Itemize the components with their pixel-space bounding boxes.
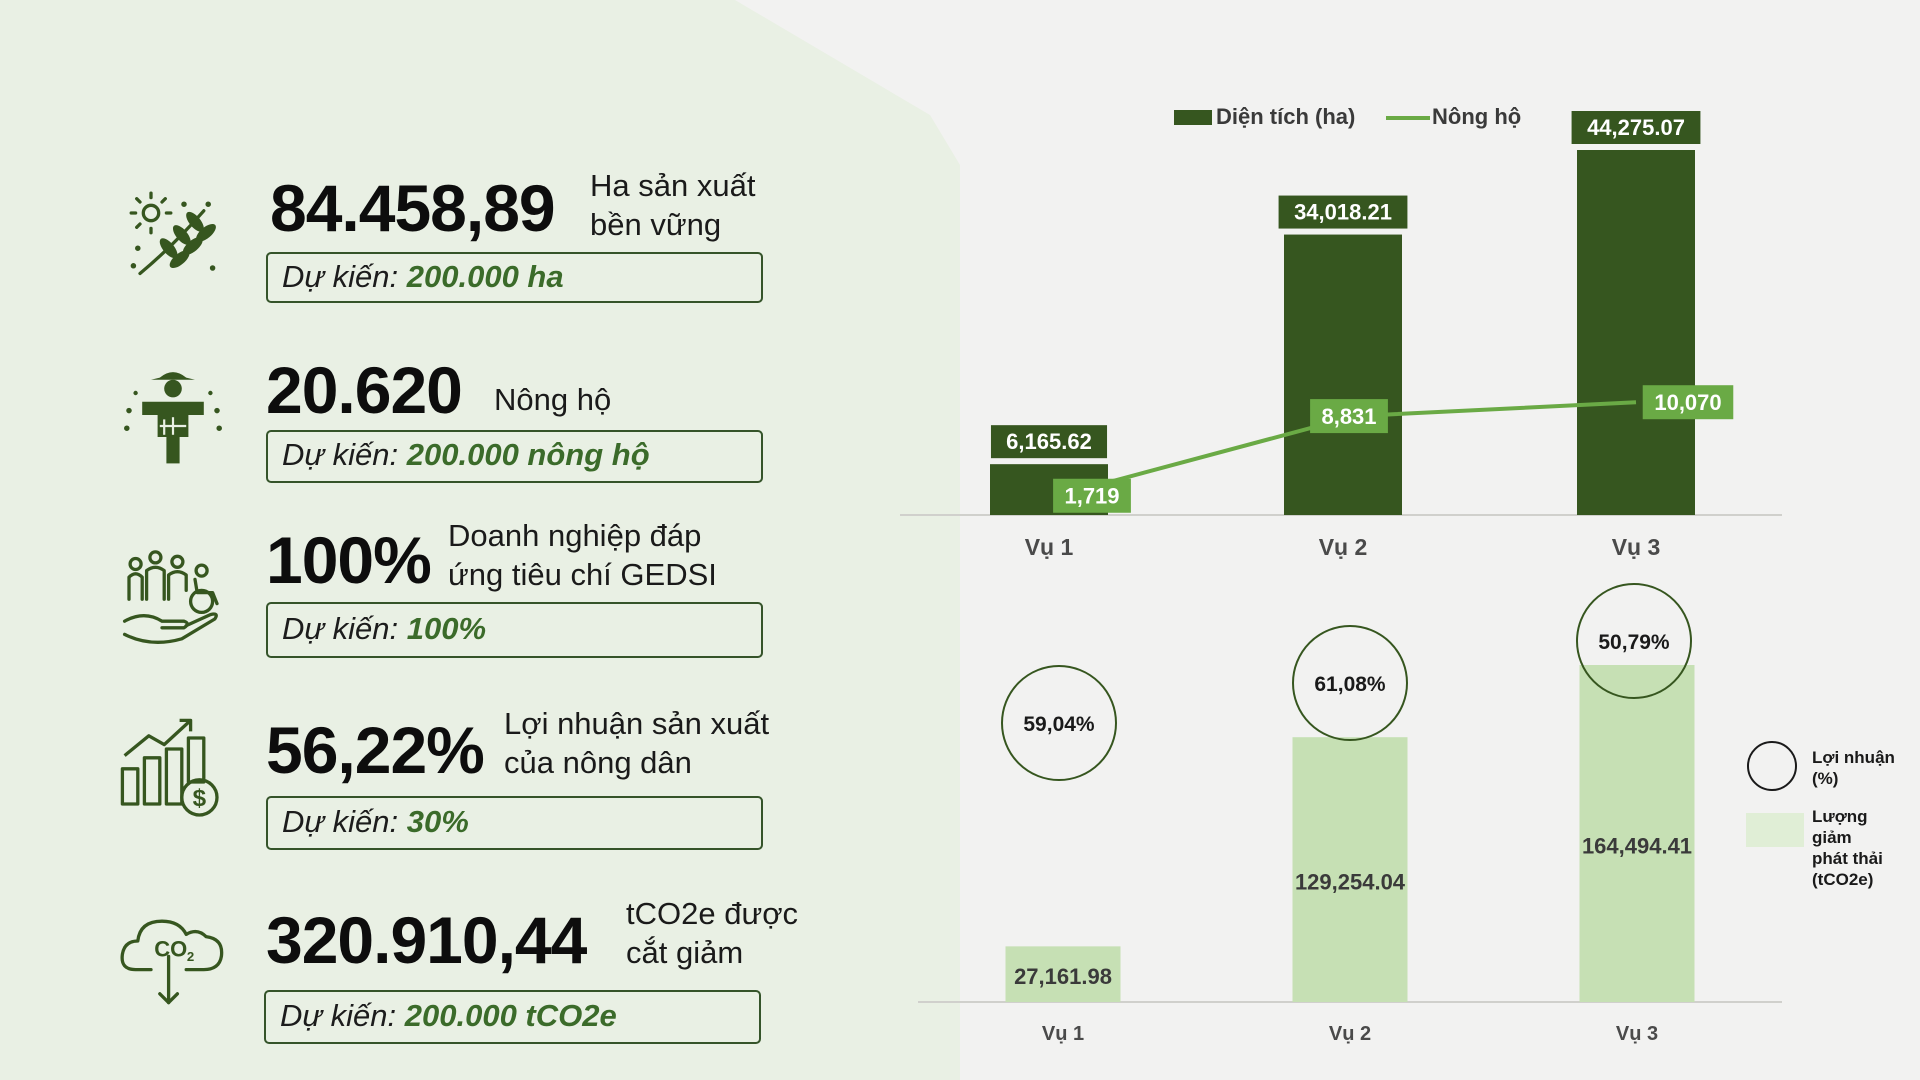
top-x-tick-1: Vụ 1 [1025, 534, 1074, 560]
legend-emission-label-4: (tCO2e) [1812, 870, 1873, 889]
metric-farmer-households: 20.620 Nông hộ Dự kiến: 200.000 nông hộ [0, 350, 900, 500]
target-prefix: Dự kiến: [282, 611, 399, 646]
target-value: 200.000 nông hộ [406, 437, 650, 472]
top-x-tick-2: Vụ 2 [1319, 534, 1368, 560]
bubble-profit-3 [1576, 583, 1692, 699]
top-x-tick-3: Vụ 3 [1612, 534, 1661, 560]
bar-area-label-bg-3 [1571, 111, 1701, 144]
legend-area-swatch [1174, 110, 1212, 125]
line-households-label-bg-1 [1053, 478, 1131, 513]
bar-area-2 [1284, 234, 1402, 515]
bar-emission-label-3: 164,494.41 [1582, 834, 1692, 859]
target-box: Dự kiến: 200.000 nông hộ [266, 430, 763, 483]
metric-desc-line2: của nông dân [504, 745, 692, 780]
bar-area-label-bg-2 [1278, 195, 1408, 229]
metric-co2-reduction: CO 2 320.910,44 tCO2e được cắt giảm Dự k… [0, 896, 900, 1050]
metric-desc-line1: Doanh nghiệp đáp [448, 518, 702, 553]
bar-area-label-1: 6,165.62 [1006, 429, 1092, 454]
line-households-label-2: 8,831 [1321, 404, 1376, 429]
target-value: 200.000 tCO2e [404, 998, 617, 1033]
leaf-branch-icon [118, 180, 228, 290]
metric-desc-line2: ứng tiêu chí GEDSI [448, 557, 717, 592]
bar-emission-label-2: 129,254.04 [1295, 870, 1406, 895]
metric-gedsi-enterprises: 100% Doanh nghiệp đáp ứng tiêu chí GEDSI… [0, 518, 900, 670]
target-value: 30% [406, 804, 469, 839]
metric-desc-line1: Nông hộ [494, 382, 612, 417]
legend-households-label: Nông hộ [1432, 104, 1521, 129]
bar-emission-3 [1579, 665, 1695, 1002]
bar-area-label-3: 44,275.07 [1587, 115, 1685, 140]
growth-chart-dollar-icon: $ [118, 716, 228, 826]
target-prefix: Dự kiến: [280, 998, 397, 1033]
co2-subscript: 2 [187, 949, 194, 964]
target-value: 100% [406, 611, 487, 646]
family-hand-icon [118, 542, 228, 652]
bubble-profit-label-3: 50,79% [1598, 631, 1670, 654]
target-box: Dự kiến: 200.000 tCO2e [264, 990, 761, 1044]
bubble-profit-1 [1001, 665, 1117, 781]
legend-emission-label-2: giảm [1812, 828, 1852, 847]
line-households-label-1: 1,719 [1064, 484, 1119, 509]
bubble-profit-label-2: 61,08% [1314, 673, 1386, 696]
metric-value: 56,22% [266, 713, 485, 787]
scarecrow-icon [118, 360, 228, 470]
legend-area-label: Diện tích (ha) [1216, 104, 1355, 129]
bottom-x-tick-3: Vụ 3 [1616, 1023, 1658, 1045]
bar-area-3 [1577, 150, 1695, 515]
line-households-label-bg-2 [1310, 399, 1388, 434]
legend-profit-label-2: (%) [1812, 769, 1838, 788]
bar-area-label-bg-1 [990, 425, 1108, 459]
metric-value: 84.458,89 [270, 171, 556, 245]
target-value: 200.000 ha [406, 259, 564, 294]
legend-emission-label-3: phát thải [1812, 849, 1883, 868]
target-prefix: Dự kiến: [282, 804, 399, 839]
co2-cloud-icon: CO 2 [118, 908, 228, 1018]
bubble-profit-2 [1292, 625, 1408, 741]
metric-desc-line1: Lợi nhuận sản xuất [504, 706, 770, 741]
bar-emission-1 [1005, 946, 1121, 1002]
metric-desc-line2: cắt giảm [626, 935, 744, 970]
metric-sustainable-area: 84.458,89 Ha sản xuất bền vững Dự kiến: … [0, 160, 900, 310]
legend-emission-label-1: Lượng [1812, 807, 1868, 826]
target-box: Dự kiến: 30% [266, 796, 763, 850]
target-box: Dự kiến: 200.000 ha [266, 252, 763, 303]
metric-value: 320.910,44 [266, 903, 587, 977]
bar-area-label-2: 34,018.21 [1294, 200, 1392, 225]
target-prefix: Dự kiến: [282, 437, 399, 472]
co2-label: CO [154, 936, 187, 961]
metric-value: 20.620 [266, 353, 463, 427]
metric-desc-line2: bền vững [590, 207, 722, 242]
target-prefix: Dự kiến: [282, 259, 399, 294]
summary-panel [0, 0, 960, 1080]
bubble-profit-label-1: 59,04% [1023, 713, 1095, 736]
target-box: Dự kiến: 100% [266, 602, 763, 658]
metric-value: 100% [266, 523, 432, 597]
line-households-label-bg-3 [1642, 385, 1734, 420]
metric-desc-line1: tCO2e được [626, 896, 799, 931]
dollar-symbol: $ [193, 785, 207, 812]
legend-emission-swatch [1746, 813, 1804, 847]
metric-desc-line1: Ha sản xuất [590, 168, 756, 203]
bar-emission-2 [1292, 737, 1408, 1002]
legend-profit-swatch [1747, 741, 1797, 791]
bottom-x-tick-1: Vụ 1 [1042, 1023, 1084, 1045]
bottom-x-tick-2: Vụ 2 [1329, 1023, 1371, 1045]
metric-farmer-profit: $ 56,22% Lợi nhuận sản xuất của nông dân… [0, 706, 900, 860]
legend-profit-label-1: Lợi nhuận [1812, 748, 1895, 767]
line-households-label-3: 10,070 [1654, 390, 1721, 415]
bar-emission-label-1: 27,161.98 [1014, 964, 1112, 989]
